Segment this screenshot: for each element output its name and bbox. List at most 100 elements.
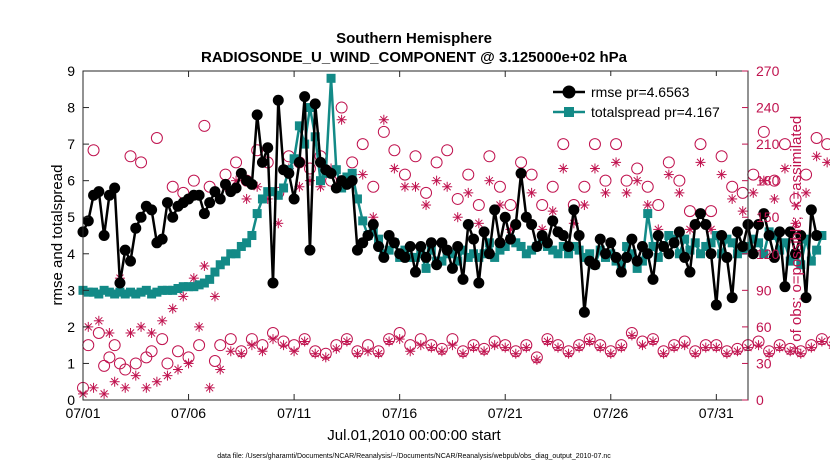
rmse-point [483,248,495,260]
legend-totalspread-marker [564,107,574,117]
obs-possible-point [193,339,206,352]
obs-assimilated-point [125,327,136,338]
rmse-point [293,156,305,168]
obs-possible-point [826,336,830,347]
obs-assimilated-point [721,348,732,359]
obs-possible-point [377,125,390,138]
obs-assimilated-point [611,157,622,168]
obs-assimilated-point [130,370,141,381]
obs-possible-point [610,138,623,151]
obs-assimilated-point [173,364,183,375]
totalspread-point [759,249,769,259]
y2-tick-label: 0 [756,392,764,408]
totalspread-point [775,245,785,255]
obs-assimilated-point [526,187,537,198]
rmse-point [605,237,617,249]
obs-assimilated-point [737,206,748,217]
obs-assimilated-point [574,342,585,353]
obs-assimilated-point [605,348,616,359]
obs-assimilated-point [732,346,743,357]
obs-assimilated-point [711,342,722,353]
obs-possible-point [673,174,686,187]
obs-possible-point [736,186,749,199]
legend-rmse-label: rmse pr=4.6563 [591,84,690,100]
rmse-point [367,219,379,231]
obs-assimilated-point [510,348,521,359]
y-tick-label: 8 [67,100,75,116]
totalspread-point [411,252,420,262]
obs-assimilated-point [162,370,173,381]
totalspread-point [690,238,700,248]
totalspread-point [437,256,447,266]
x-tick-label: 07/06 [171,405,206,421]
obs-possible-point [631,162,644,175]
obs-possible-point [588,138,601,151]
x-tick-label: 07/26 [593,405,628,421]
obs-assimilated-point [320,352,331,363]
rmse-point [811,230,823,241]
obs-possible-point [346,156,359,169]
obs-possible-point [172,345,184,358]
totalspread-point [374,234,384,244]
obs-assimilated-point [88,382,99,393]
rmse-point [795,230,807,241]
rmse-point [547,215,559,227]
obs-assimilated-point [136,321,147,332]
totalspread-point [152,287,162,297]
chart-subtitle: RADIOSONDE_U_WIND_COMPONENT @ 3.125000e+… [201,49,628,66]
totalspread-point [358,216,368,226]
obs-possible-point [525,168,538,181]
obs-assimilated-point [421,200,432,211]
obs-possible-point [161,357,174,370]
totalspread-point [231,249,241,259]
obs-possible-point [504,199,517,212]
obs-assimilated-point [431,175,442,186]
rmse-point [452,240,464,252]
rmse-point [198,208,210,220]
obs-assimilated-point [241,193,252,204]
obs-possible-point [230,156,243,169]
obs-assimilated-point [204,382,215,393]
obs-possible-point [224,333,237,346]
obs-possible-point [757,125,770,138]
totalspread-point [110,289,120,299]
totalspread-point [194,280,204,290]
totalspread-point [416,249,426,259]
totalspread-point [463,252,473,262]
obs-assimilated-point [141,382,152,393]
rmse-line [81,95,818,314]
obs-assimilated-point [521,342,532,353]
totalspread-point [664,231,674,240]
obs-assimilated-point [373,348,384,359]
x-tick-label: 07/21 [488,405,523,421]
totalspread-point [527,245,537,255]
obs-assimilated-point [648,336,658,347]
obs-assimilated-point [209,291,220,302]
totalspread-point [458,245,468,255]
rmse-point [705,248,717,260]
obs-assimilated-point [336,114,347,125]
obs-assimilated-point [109,376,120,387]
obs-possible-point [87,144,100,157]
rmse-point [610,251,622,263]
obs-assimilated-point [399,181,410,192]
totalspread-point [400,245,410,255]
rmse-point [700,219,712,231]
obs-possible-point [441,144,454,157]
rmse-point [563,240,575,252]
rmse-point [309,98,321,110]
totalspread-point [616,260,626,270]
rmse-point [790,248,801,260]
obs-possible-point [726,180,739,193]
obs-assimilated-point [811,151,822,162]
rmse-point [82,215,94,227]
totalspread-point [627,249,637,259]
rmse-point [594,233,606,245]
rmse-point [505,233,516,245]
totalspread-point [305,103,315,113]
totalspread-point [564,249,574,259]
rmse-layer [77,91,823,318]
y2-tick-label: 270 [756,63,780,79]
totalspread-point [780,238,790,248]
obs-possible-point [789,192,802,205]
